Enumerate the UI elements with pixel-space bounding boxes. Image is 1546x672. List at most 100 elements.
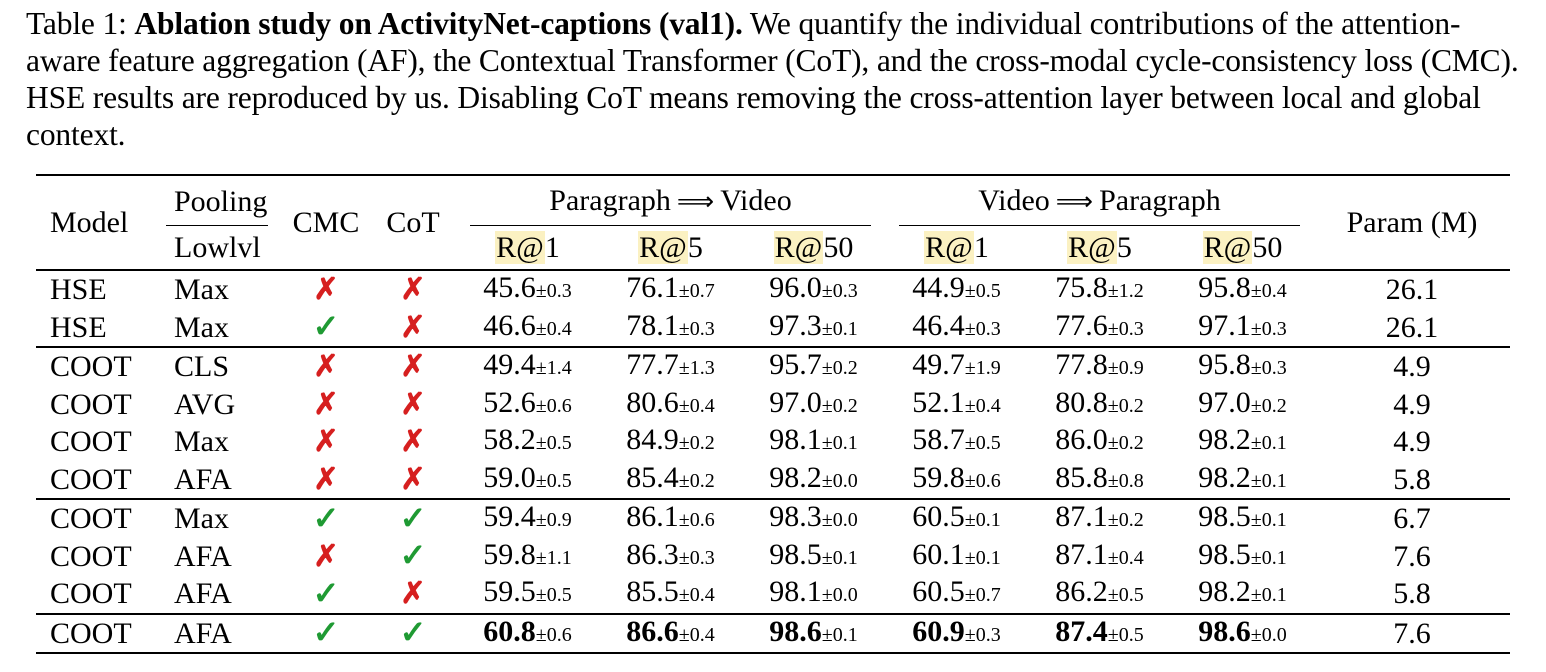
metric-std: ±0.9 [535, 509, 572, 532]
metric-mean: 46.4 [912, 308, 965, 342]
metric-mean: 96.0 [769, 271, 822, 305]
metric-mean: 80.6 [626, 385, 679, 419]
cross-icon: ✗ [400, 310, 426, 344]
cell-metric: 98.1±0.1 [742, 423, 885, 461]
cell-metric: 86.1±0.6 [599, 498, 742, 538]
cell-cmc: ✓ [282, 575, 370, 614]
cell-metric: 87.1±0.4 [1028, 538, 1171, 576]
metric-k: 50 [823, 231, 854, 264]
metric-mean: 86.0 [1055, 423, 1108, 457]
cell-metric: 84.9±0.2 [599, 423, 742, 461]
metric-mean: 75.8 [1055, 271, 1108, 305]
metric-mean: 95.8 [1198, 271, 1251, 305]
metric-mean: 60.9 [912, 614, 965, 648]
metric-std: ±0.1 [1250, 432, 1287, 455]
metric-std: ±0.1 [1250, 509, 1287, 532]
cell-cmc: ✗ [282, 386, 370, 424]
metric-mean: 85.4 [626, 460, 679, 494]
metric-std: ±0.7 [678, 280, 715, 303]
cell-metric: 85.8±0.8 [1028, 461, 1171, 500]
metric-std: ±0.3 [1107, 317, 1144, 340]
metric-std: ±0.5 [535, 584, 572, 607]
metric-mean: 60.8 [483, 614, 536, 648]
cell-metric: 98.6±0.1 [742, 612, 885, 653]
metric-mean: 98.6 [1198, 614, 1251, 648]
cell-cot: ✗ [370, 575, 456, 614]
metric-mean: 78.1 [626, 308, 679, 342]
metric-mean: 98.5 [1198, 537, 1251, 571]
metric-mean: 98.2 [1198, 460, 1251, 494]
metric-mean: 97.0 [769, 385, 822, 419]
metric-prefix: R@ [1067, 231, 1117, 264]
cross-icon: ✗ [400, 387, 426, 421]
header-paragraph-to-video: Paragraph ⟹ Video [456, 175, 885, 226]
cell-metric: 59.8±0.6 [885, 461, 1028, 500]
metric-mean: 87.4 [1055, 614, 1108, 648]
cell-metric: 60.9±0.3 [885, 612, 1028, 653]
metric-std: ±0.4 [1107, 546, 1144, 569]
header-model: Model [50, 206, 129, 239]
cell-metric: 98.2±0.1 [1171, 423, 1314, 461]
cell-metric: 77.6±0.3 [1028, 309, 1171, 348]
metric-std: ±0.4 [678, 584, 715, 607]
cell-metric: 59.4±0.9 [456, 498, 599, 538]
cross-icon: ✗ [313, 273, 339, 307]
metric-k: 50 [1252, 231, 1283, 264]
cell-model: HSE [50, 273, 107, 307]
cell-metric: 49.4±1.4 [456, 346, 599, 386]
cell-param: 6.7 [1314, 498, 1510, 538]
cell-cmc: ✓ [282, 309, 370, 348]
table-row: COOT AFA ✓ ✓ 60.8±0.6 86.6±0.4 98.6±0.1 60.9±0.… [36, 612, 1510, 653]
metric-mean: 86.6 [626, 614, 679, 648]
cell-metric: 59.5±0.5 [456, 575, 599, 614]
cell-metric: 87.4±0.5 [1028, 612, 1171, 653]
metric-std: ±0.6 [964, 469, 1001, 492]
metric-std: ±0.5 [1107, 584, 1144, 607]
cell-metric: 77.8±0.9 [1028, 346, 1171, 386]
check-icon: ✓ [399, 614, 427, 651]
metric-std: ±0.1 [964, 509, 1001, 532]
cell-metric: 58.2±0.5 [456, 423, 599, 461]
cell-param: 4.9 [1314, 346, 1510, 386]
cell-pooling: AFA [174, 462, 232, 496]
metric-mean: 97.0 [1198, 385, 1251, 419]
cell-model: COOT [36, 346, 160, 386]
table-row: COOT Max ✗ ✗ 58.2±0.5 84.9±0.2 98.1±0.1 58.7±0.… [36, 423, 1510, 461]
metric-mean: 87.1 [1055, 500, 1108, 534]
check-icon: ✓ [312, 308, 340, 345]
cell-metric: 97.3±0.1 [742, 309, 885, 348]
header-metric: R@5 [1028, 226, 1171, 270]
metric-mean: 44.9 [912, 271, 965, 305]
metric-std: ±0.2 [821, 394, 858, 417]
metric-mean: 98.5 [1198, 500, 1251, 534]
cell-metric: 86.3±0.3 [599, 538, 742, 576]
metric-mean: 98.6 [769, 614, 822, 648]
ablation-table: Model Pooling CMC CoT Paragraph ⟹ Video Vi… [36, 174, 1510, 654]
cell-metric: 95.7±0.2 [742, 346, 885, 386]
cell-metric: 95.8±0.3 [1171, 346, 1314, 386]
metric-mean: 58.2 [483, 423, 536, 457]
metric-mean: 98.2 [1198, 423, 1251, 457]
table-row: COOT AFA ✗ ✗ 59.0±0.5 85.4±0.2 98.2±0.0 59.8±0.… [36, 461, 1510, 500]
cell-metric: 98.6±0.0 [1171, 612, 1314, 653]
cell-metric: 77.7±1.3 [599, 346, 742, 386]
table-row: COOT Max ✓ ✓ 59.4±0.9 86.1±0.6 98.3±0.0 60.5±0.… [36, 498, 1510, 538]
cell-metric: 97.0±0.2 [742, 386, 885, 424]
metric-mean: 86.3 [626, 537, 679, 571]
metric-mean: 59.8 [483, 537, 536, 571]
check-icon: ✓ [399, 499, 427, 536]
cell-param: 5.8 [1393, 462, 1431, 496]
cell-model: COOT [50, 539, 132, 573]
check-icon: ✓ [312, 614, 340, 651]
metric-std: ±1.4 [535, 357, 572, 380]
metric-mean: 76.1 [626, 271, 679, 305]
metric-std: ±0.0 [1250, 623, 1287, 646]
metric-mean: 59.8 [912, 460, 965, 494]
cross-icon: ✗ [400, 425, 426, 459]
metric-mean: 58.7 [912, 423, 965, 457]
cross-icon: ✗ [313, 539, 339, 573]
metric-mean: 49.4 [483, 348, 536, 382]
metric-std: ±0.1 [821, 546, 858, 569]
metric-mean: 85.8 [1055, 460, 1108, 494]
table-row: HSE Max ✗ ✗ 45.6±0.3 76.1±0.7 96.0±0.3 44.9±0.5… [36, 270, 1510, 309]
